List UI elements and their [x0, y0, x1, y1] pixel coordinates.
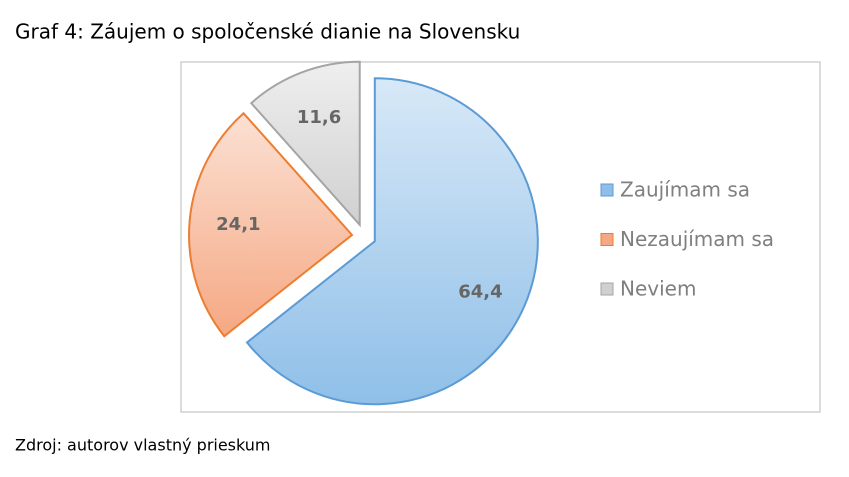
- source-note: Zdroj: autorov vlastný prieskum: [15, 436, 271, 455]
- pie-slice: [249, 60, 361, 228]
- legend-swatch: [600, 233, 614, 246]
- data-label: 11,6: [297, 107, 341, 128]
- data-label: 24,1: [216, 214, 260, 235]
- legend-swatch: [600, 183, 614, 197]
- chart-title: Graf 4: Záujem o spoločenské dianie na S…: [15, 20, 520, 44]
- legend-swatch: [600, 282, 614, 296]
- pie-slice: [245, 77, 539, 406]
- legend-label: Zaujímam sa: [620, 178, 750, 202]
- pie-slice: [188, 111, 354, 338]
- legend-label: Nezaujímam sa: [620, 227, 774, 251]
- data-label: 64,4: [458, 281, 502, 302]
- legend-label: Neviem: [620, 277, 696, 301]
